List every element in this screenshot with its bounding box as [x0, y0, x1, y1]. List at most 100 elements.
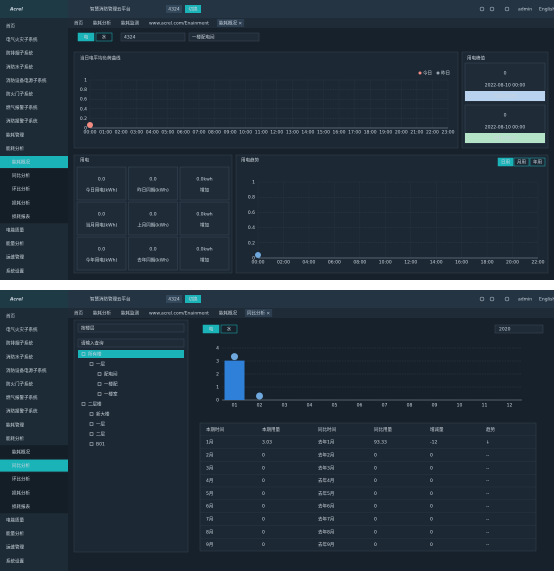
header-icon[interactable]	[489, 296, 495, 302]
header-icon[interactable]	[479, 6, 485, 12]
menu-item[interactable]: 防排烟子系统	[6, 340, 33, 347]
search-box[interactable]	[77, 338, 185, 348]
menu-item[interactable]: 燃气报警子系统	[6, 104, 38, 111]
group[interactable]: 按楼层	[81, 325, 95, 332]
user-name[interactable]: admin	[518, 297, 532, 303]
tab[interactable]: 能耗监测	[121, 310, 139, 317]
tab[interactable]: 能耗监测	[121, 20, 139, 27]
menu-item[interactable]: 消防报警子系统	[6, 408, 38, 415]
energy-label[interactable]: 水	[102, 34, 107, 41]
tree-node[interactable]: 所有楼	[88, 351, 102, 358]
energy-button[interactable]	[95, 32, 113, 42]
menu-item[interactable]: 电气火灾子系统	[6, 36, 38, 43]
menu-item[interactable]: 能量分析	[6, 240, 24, 247]
header-icon[interactable]	[479, 296, 485, 302]
menu-item[interactable]: 同比分析	[12, 462, 30, 469]
tab[interactable]: 能耗概况	[219, 310, 237, 317]
period-button[interactable]	[529, 157, 546, 167]
switch-button[interactable]	[185, 5, 201, 13]
switch-label[interactable]: 切换	[189, 296, 198, 303]
tab[interactable]: 首页	[74, 310, 83, 317]
menu-item[interactable]: 消防水子系统	[6, 63, 33, 70]
menu-item[interactable]: 电气火灾子系统	[6, 326, 38, 333]
menu-item[interactable]: 损耗分析	[12, 489, 30, 496]
tree-node[interactable]: 一层	[96, 422, 105, 428]
tree-node[interactable]: 二层	[96, 432, 105, 438]
menu-item[interactable]: 电能质量	[6, 517, 24, 524]
tree-node[interactable]: 二层楼	[88, 401, 102, 408]
menu-item[interactable]: 电能质量	[6, 227, 24, 234]
menu-item[interactable]: 能耗管理	[6, 421, 24, 428]
tree-node[interactable]: 配电间	[104, 371, 118, 378]
switch-label[interactable]: 切换	[189, 6, 198, 13]
tree-node[interactable]: 一楼配	[104, 381, 118, 388]
switch-button[interactable]	[185, 295, 201, 303]
energy-label[interactable]: 水	[227, 326, 232, 333]
menu-item[interactable]: 防排烟子系统	[6, 50, 33, 57]
period-button[interactable]	[513, 157, 530, 167]
menu-item[interactable]: 损耗报表	[12, 503, 30, 510]
meter-select[interactable]	[120, 32, 186, 42]
menu-item[interactable]: 系统设置	[6, 557, 24, 564]
meter[interactable]: 4324	[124, 35, 136, 41]
menu-item[interactable]: 消防报警子系统	[6, 118, 38, 125]
tree-node[interactable]: B01	[96, 442, 105, 448]
menu-item[interactable]: 首页	[6, 23, 15, 30]
menu-item[interactable]: 能量分析	[6, 530, 24, 537]
menu-item[interactable]: 运维管理	[6, 254, 24, 261]
tab[interactable]: www.acrel.com/Enainment	[149, 21, 209, 27]
language[interactable]: English	[539, 297, 554, 303]
menu-item[interactable]: 同比分析	[12, 172, 30, 179]
menu-item[interactable]: 环比分析	[12, 186, 30, 193]
menu-item[interactable]: 损耗分析	[12, 199, 30, 206]
header-icon[interactable]	[504, 6, 510, 12]
tree-node[interactable]: 一楼室	[104, 391, 118, 398]
tab[interactable]: 能耗分析	[93, 20, 111, 27]
period-button[interactable]	[497, 157, 514, 167]
menu-item[interactable]: 能耗概况	[12, 159, 30, 166]
menu-item[interactable]: 运维管理	[6, 544, 24, 551]
location-select[interactable]	[188, 32, 260, 42]
tree-node[interactable]: 一层	[96, 362, 105, 368]
menu-item[interactable]: 消防设备电源子系统	[6, 367, 47, 374]
menu-item[interactable]: 损耗报表	[12, 213, 30, 220]
tab[interactable]: 能耗概况 ×	[219, 20, 242, 27]
tab[interactable]: 同比分析 ×	[247, 310, 270, 317]
table-cell: 6月	[206, 504, 213, 510]
period-label[interactable]: 日用	[501, 160, 510, 166]
energy-button[interactable]	[202, 324, 220, 334]
menu-item[interactable]: 能耗分析	[6, 145, 24, 152]
menu-item[interactable]: 能耗分析	[6, 435, 24, 442]
group-select[interactable]	[77, 323, 185, 333]
energy-button[interactable]	[220, 324, 238, 334]
header-icon[interactable]	[504, 296, 510, 302]
header-icon[interactable]	[489, 6, 495, 12]
tab[interactable]: www.acrel.com/Enainment	[149, 311, 209, 317]
tree-node[interactable]: 新大楼	[96, 411, 110, 418]
tab[interactable]: 能耗分析	[93, 310, 111, 317]
search-placeholder[interactable]: 请输入查询	[81, 340, 104, 347]
menu-item[interactable]: 防火门子系统	[6, 91, 33, 98]
table-cell: 0	[262, 478, 265, 484]
location[interactable]: 一楼配电间	[192, 34, 215, 41]
tab[interactable]: 首页	[74, 20, 83, 27]
menu-item[interactable]: 环比分析	[12, 476, 30, 483]
menu-item[interactable]: 系统设置	[6, 267, 24, 274]
stat-label: 昨日同期(kWh)	[137, 187, 169, 194]
language[interactable]: English	[539, 7, 554, 13]
energy-label[interactable]: 电	[84, 34, 89, 41]
menu-item[interactable]: 首页	[6, 313, 15, 320]
year-select[interactable]	[494, 324, 544, 334]
period-label[interactable]: 年用	[533, 159, 542, 166]
menu-item[interactable]: 消防设备电源子系统	[6, 77, 47, 84]
energy-button[interactable]	[77, 32, 95, 42]
year[interactable]: 2020	[499, 327, 511, 333]
user-name[interactable]: admin	[518, 7, 532, 13]
period-label[interactable]: 月用	[517, 160, 526, 166]
energy-label[interactable]: 电	[209, 326, 214, 333]
menu-item[interactable]: 燃气报警子系统	[6, 394, 38, 401]
menu-item[interactable]: 消防水子系统	[6, 353, 33, 360]
menu-item[interactable]: 能耗管理	[6, 131, 24, 138]
menu-item[interactable]: 能耗概况	[12, 449, 30, 456]
menu-item[interactable]: 防火门子系统	[6, 381, 33, 388]
